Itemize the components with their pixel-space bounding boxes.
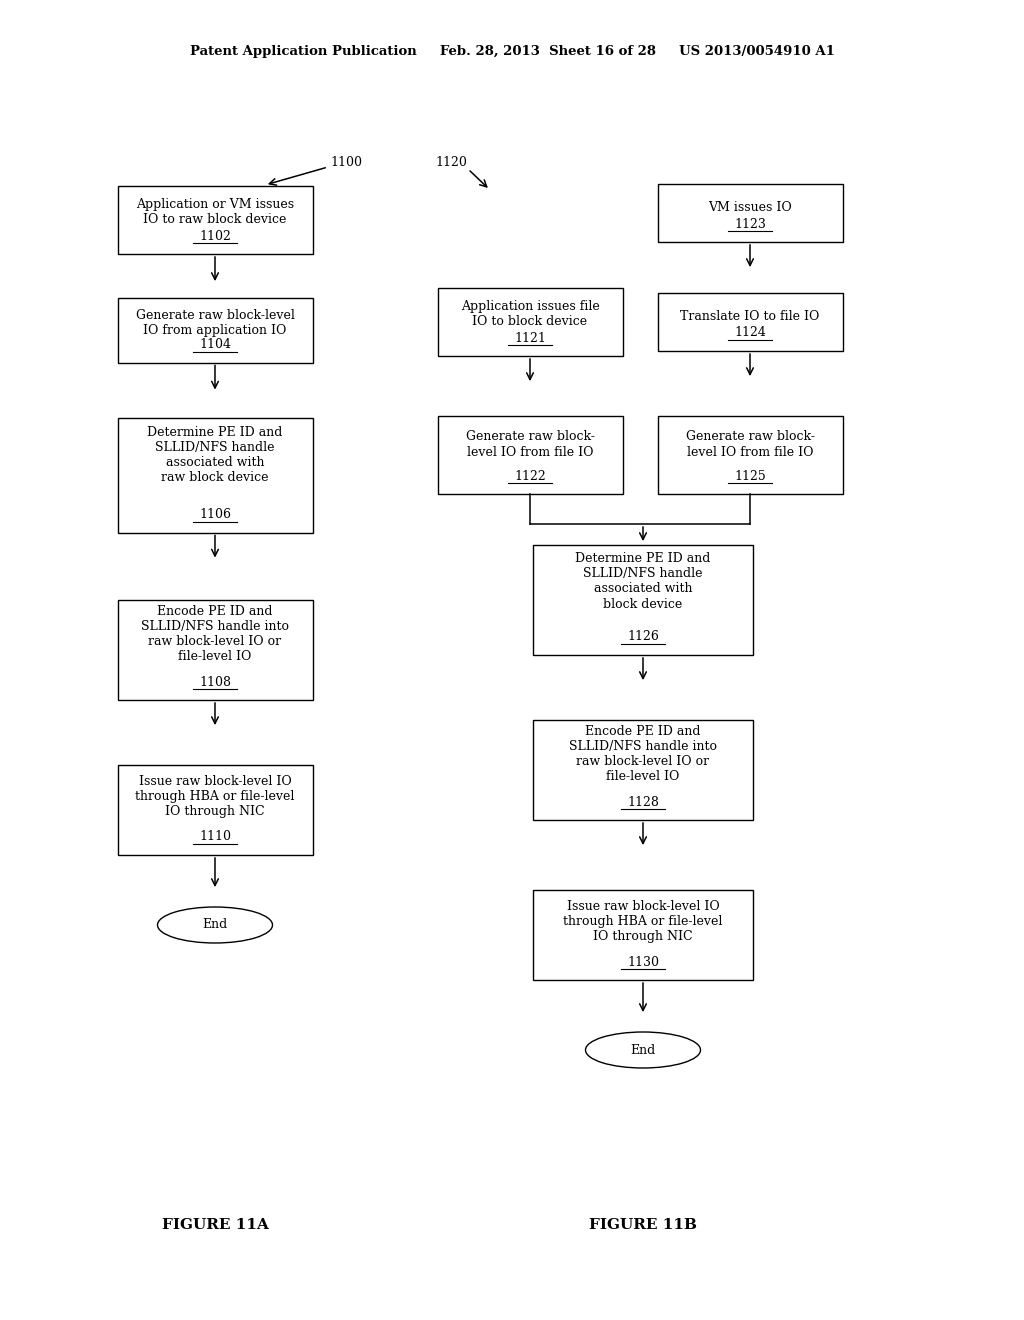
Text: 1130: 1130 — [627, 956, 659, 969]
FancyBboxPatch shape — [118, 297, 312, 363]
Text: 1102: 1102 — [199, 230, 231, 243]
Text: Determine PE ID and
SLLID/NFS handle
associated with
block device: Determine PE ID and SLLID/NFS handle ass… — [575, 553, 711, 610]
Text: Patent Application Publication     Feb. 28, 2013  Sheet 16 of 28     US 2013/005: Patent Application Publication Feb. 28, … — [189, 45, 835, 58]
Text: Generate raw block-level
IO from application IO: Generate raw block-level IO from applica… — [135, 309, 295, 337]
Text: 1125: 1125 — [734, 470, 766, 483]
Text: FIGURE 11B: FIGURE 11B — [589, 1218, 697, 1232]
Ellipse shape — [586, 1032, 700, 1068]
Text: Issue raw block-level IO
through HBA or file-level
IO through NIC: Issue raw block-level IO through HBA or … — [563, 900, 723, 942]
Text: 1123: 1123 — [734, 218, 766, 231]
Text: Generate raw block-
level IO from file IO: Generate raw block- level IO from file I… — [685, 430, 814, 458]
Text: 1108: 1108 — [199, 676, 231, 689]
Text: Issue raw block-level IO
through HBA or file-level
IO through NIC: Issue raw block-level IO through HBA or … — [135, 775, 295, 818]
FancyBboxPatch shape — [534, 719, 753, 820]
Text: 1121: 1121 — [514, 331, 546, 345]
FancyBboxPatch shape — [657, 293, 843, 351]
FancyBboxPatch shape — [118, 601, 312, 700]
FancyBboxPatch shape — [657, 183, 843, 242]
Text: Translate IO to file IO: Translate IO to file IO — [680, 310, 819, 323]
Text: 1106: 1106 — [199, 508, 231, 521]
Text: 1126: 1126 — [627, 631, 658, 644]
Ellipse shape — [158, 907, 272, 942]
Text: 1120: 1120 — [435, 157, 467, 169]
FancyBboxPatch shape — [118, 186, 312, 253]
FancyBboxPatch shape — [657, 416, 843, 494]
FancyBboxPatch shape — [437, 288, 623, 356]
Text: Encode PE ID and
SLLID/NFS handle into
raw block-level IO or
file-level IO: Encode PE ID and SLLID/NFS handle into r… — [569, 725, 717, 783]
Text: Determine PE ID and
SLLID/NFS handle
associated with
raw block device: Determine PE ID and SLLID/NFS handle ass… — [147, 426, 283, 484]
Text: 1110: 1110 — [199, 830, 231, 843]
Text: Generate raw block-
level IO from file IO: Generate raw block- level IO from file I… — [466, 430, 595, 458]
Text: Application issues file
IO to block device: Application issues file IO to block devi… — [461, 300, 599, 327]
Text: VM issues IO: VM issues IO — [709, 201, 792, 214]
Text: 1100: 1100 — [330, 157, 362, 169]
FancyBboxPatch shape — [437, 416, 623, 494]
Text: End: End — [203, 919, 227, 932]
Text: Application or VM issues
IO to raw block device: Application or VM issues IO to raw block… — [136, 198, 294, 226]
FancyBboxPatch shape — [534, 890, 753, 979]
FancyBboxPatch shape — [534, 545, 753, 655]
Text: 1124: 1124 — [734, 326, 766, 339]
Text: 1128: 1128 — [627, 796, 658, 808]
FancyBboxPatch shape — [118, 766, 312, 855]
Text: End: End — [631, 1044, 655, 1056]
Text: Encode PE ID and
SLLID/NFS handle into
raw block-level IO or
file-level IO: Encode PE ID and SLLID/NFS handle into r… — [141, 605, 289, 663]
FancyBboxPatch shape — [118, 417, 312, 532]
Text: 1122: 1122 — [514, 470, 546, 483]
Text: FIGURE 11A: FIGURE 11A — [162, 1218, 268, 1232]
Text: 1104: 1104 — [199, 338, 231, 351]
